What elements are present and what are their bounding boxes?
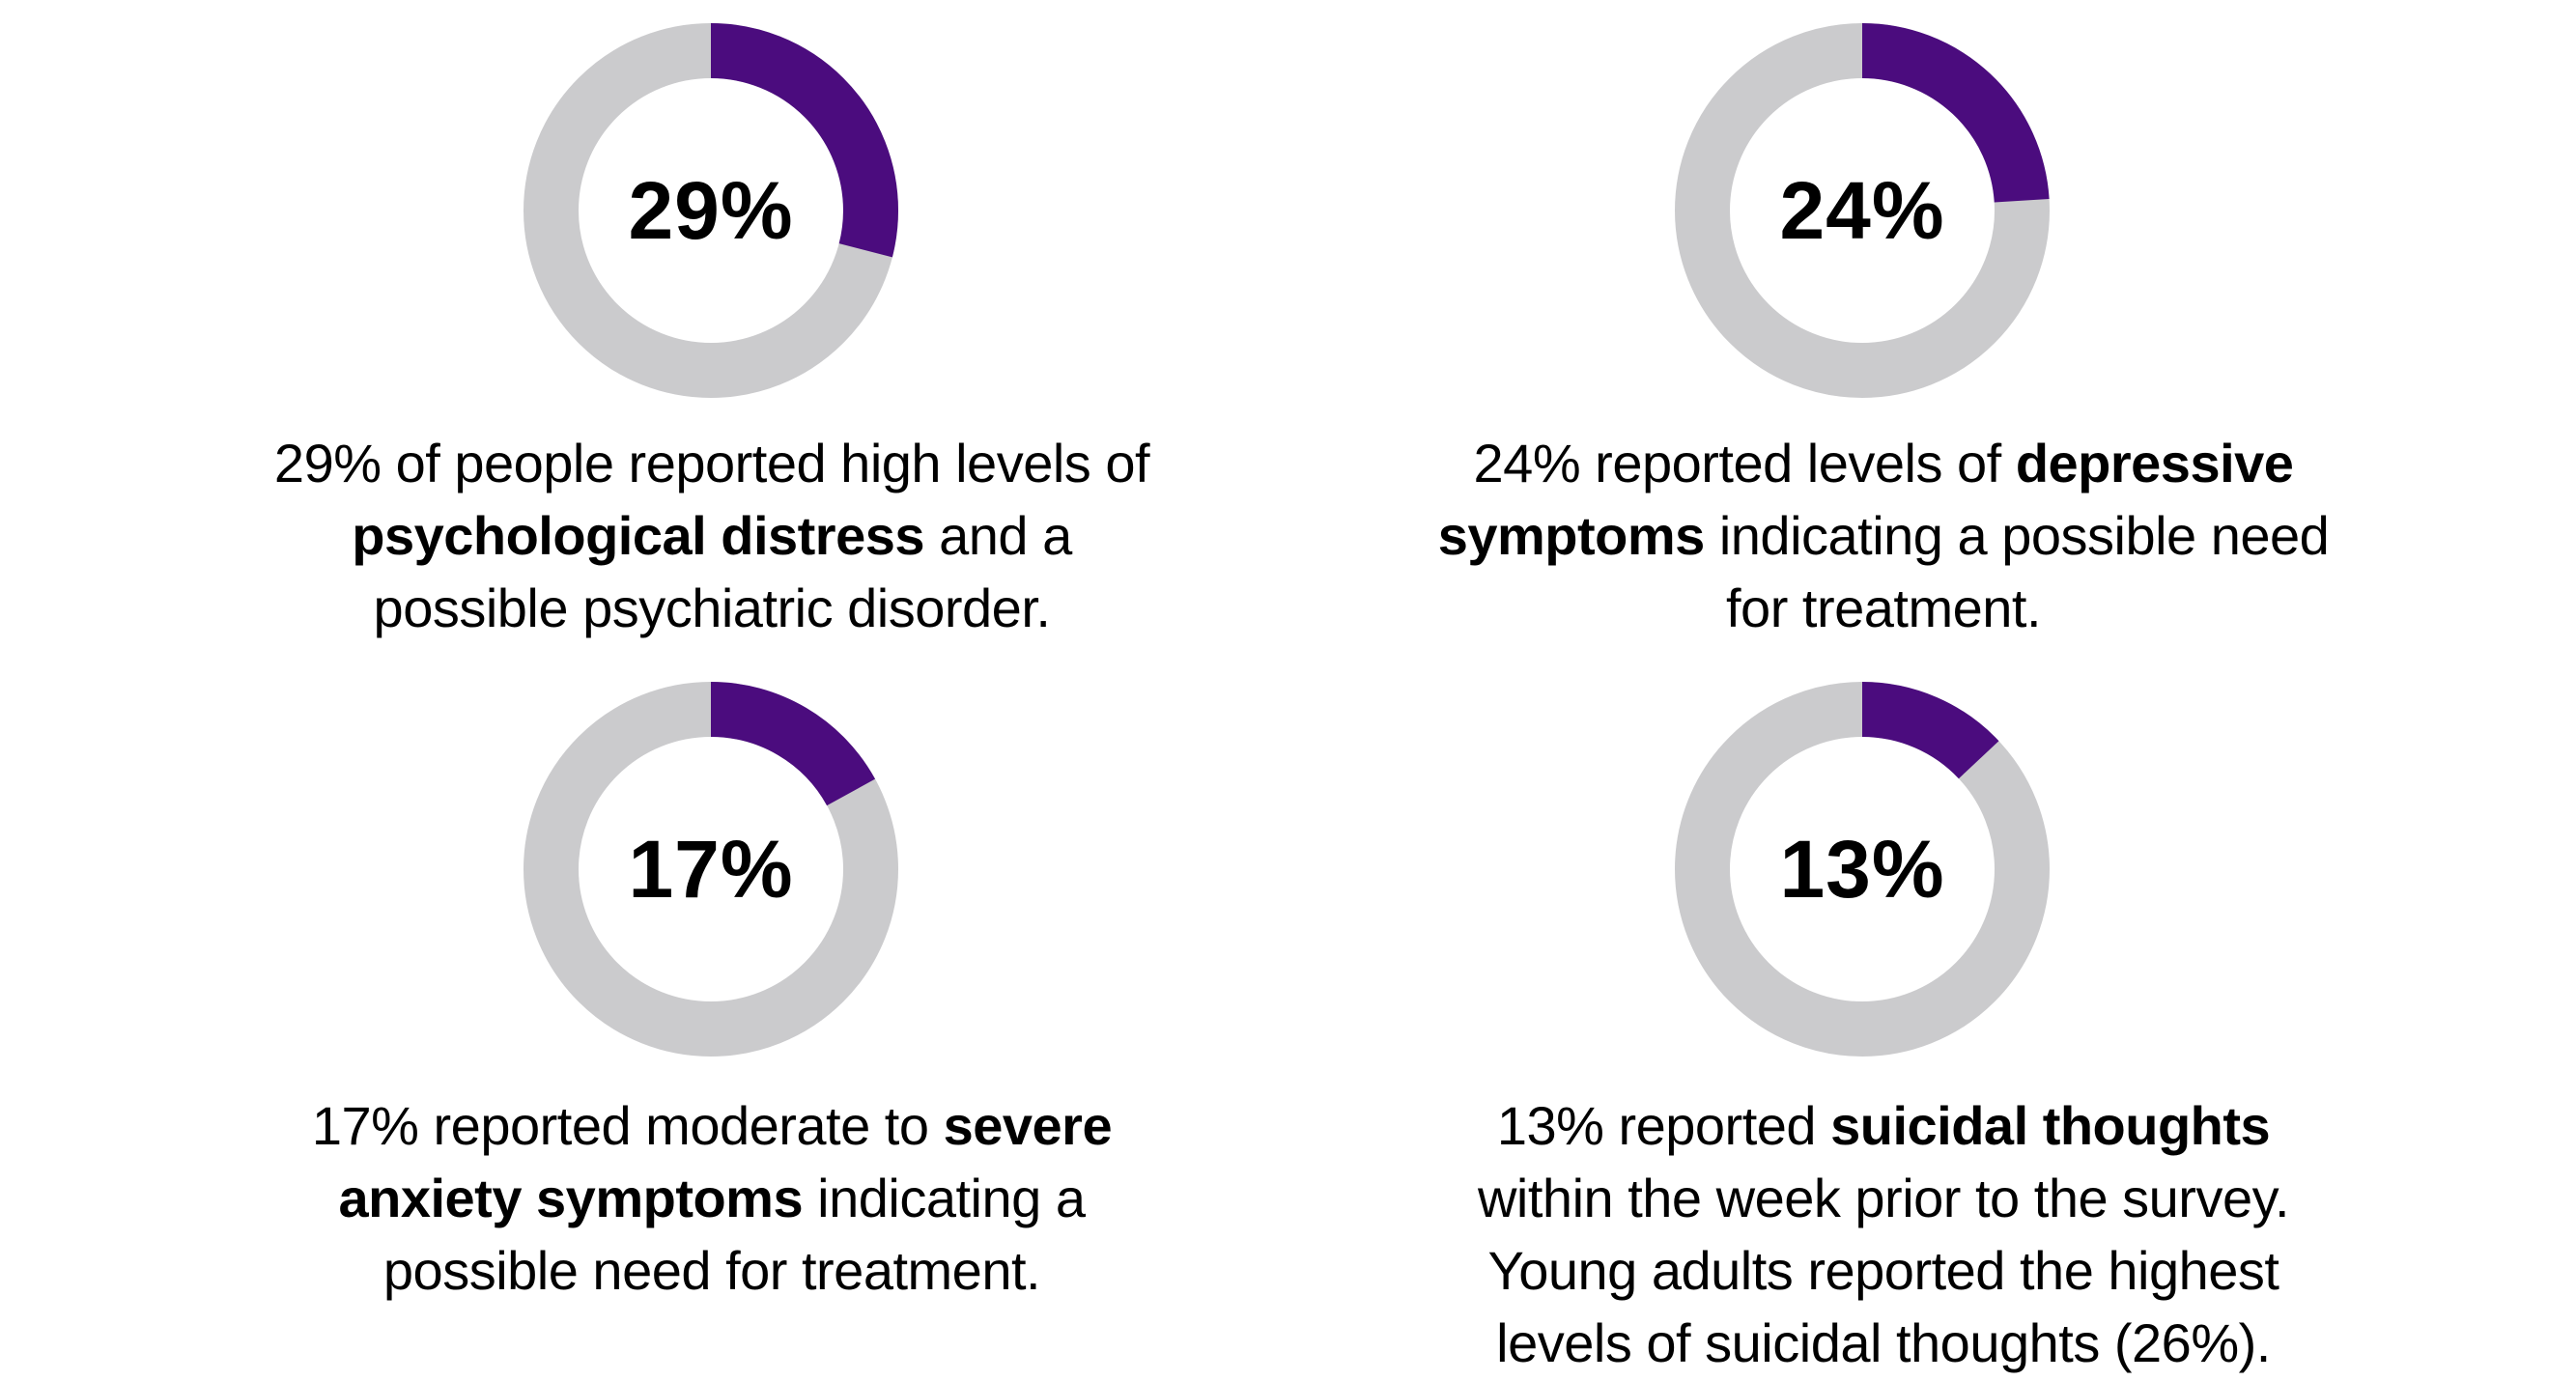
caption-text: and a [924,505,1072,566]
caption-text: within the week prior to the survey. [1477,1168,2290,1228]
caption-line: 13% reported suicidal thoughts [1304,1089,2463,1162]
donut-arc [1675,682,2050,1057]
caption-emphasis: symptoms [1437,505,1706,566]
caption-line: levels of suicidal thoughts (26%). [1304,1307,2463,1379]
caption-text: 29% of people reported high levels of [273,433,1150,493]
caption-text: levels of suicidal thoughts (26%). [1496,1312,2271,1373]
caption-line: within the week prior to the survey. [1304,1162,2463,1234]
donut-depressive-symptoms: 24% [1675,23,2050,398]
donut-chart [1675,682,2050,1057]
caption-text: possible psychiatric disorder. [373,578,1051,638]
caption-line: 24% reported levels of depressive [1304,427,2463,499]
donut-chart [524,682,898,1057]
caption-text: indicating a possible need [1704,505,2330,566]
caption-text: indicating a [803,1168,1086,1228]
caption-line: possible psychiatric disorder. [132,572,1291,644]
caption-line: Young adults reported the highest [1304,1234,2463,1307]
caption-psychological-distress: 29% of people reported high levels of psy… [132,427,1291,644]
donut-arc [1675,23,2050,398]
caption-depressive-symptoms: 24% reported levels of depressive symptom… [1304,427,2463,644]
caption-text: 17% reported moderate to [311,1095,944,1156]
donut-arc [524,682,898,1057]
caption-emphasis: suicidal thoughts [1830,1095,2271,1156]
caption-text: Young adults reported the highest [1487,1240,2279,1301]
donut-suicidal-thoughts: 13% [1675,682,2050,1057]
caption-line: 17% reported moderate to severe [132,1089,1291,1162]
caption-line: for treatment. [1304,572,2463,644]
caption-line: possible need for treatment. [132,1234,1291,1307]
caption-emphasis: psychological distress [352,505,925,566]
caption-text: 24% reported levels of [1473,433,2016,493]
donut-anxiety-symptoms: 17% [524,682,898,1057]
caption-emphasis: depressive [2015,433,2294,493]
caption-text: possible need for treatment. [382,1240,1041,1301]
donut-value-label: 13% [1779,823,1945,915]
caption-text: 13% reported [1496,1095,1831,1156]
caption-line: anxiety symptoms indicating a [132,1162,1291,1234]
caption-suicidal-thoughts: 13% reported suicidal thoughts within the… [1304,1089,2463,1379]
donut-value-label: 17% [628,823,794,915]
donut-psychological-distress: 29% [524,23,898,398]
donut-value-label: 29% [628,164,794,256]
donut-value-label: 24% [1779,164,1945,256]
caption-line: 29% of people reported high levels of [132,427,1291,499]
donut-chart [524,23,898,398]
caption-line: psychological distress and a [132,499,1291,572]
donut-arc [524,23,898,398]
caption-emphasis: severe [943,1095,1113,1156]
caption-text: for treatment. [1725,578,2042,638]
caption-line: symptoms indicating a possible need [1304,499,2463,572]
caption-anxiety-symptoms: 17% reported moderate to severe anxiety s… [132,1089,1291,1307]
caption-emphasis: anxiety symptoms [338,1168,804,1228]
donut-chart [1675,23,2050,398]
